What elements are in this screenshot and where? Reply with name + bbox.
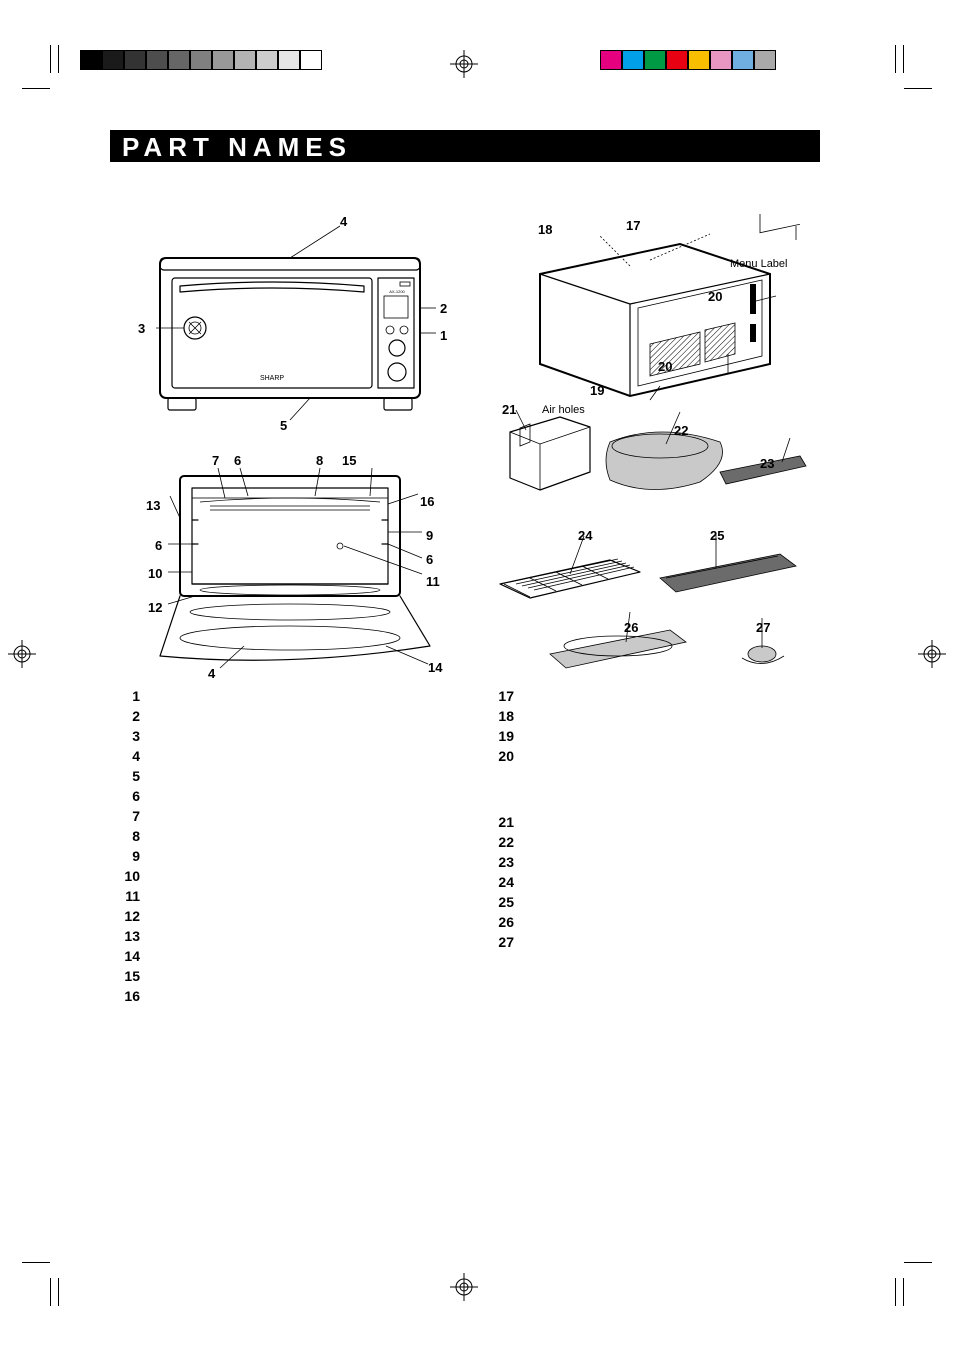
- callout-20a: 20: [708, 289, 722, 304]
- callout-21: 21: [502, 402, 516, 417]
- list-item: 26: [488, 912, 514, 932]
- callout-1: 1: [440, 328, 447, 343]
- callout-16: 16: [420, 494, 434, 509]
- list-item: 13: [114, 926, 140, 946]
- list-item: 24: [488, 872, 514, 892]
- callout-6b: 6: [155, 538, 162, 553]
- list-item: 19: [488, 726, 514, 746]
- list-item: 20: [488, 746, 514, 766]
- registration-mark-icon: [8, 640, 36, 668]
- callout-4b: 4: [208, 666, 215, 681]
- callout-10: 10: [148, 566, 162, 581]
- callout-19: 19: [590, 383, 604, 398]
- list-item: 12: [114, 906, 140, 926]
- list-item: 23: [488, 852, 514, 872]
- callout-17: 17: [626, 218, 640, 233]
- list-item: 21: [488, 812, 514, 832]
- callout-15: 15: [342, 453, 356, 468]
- list-item: 1: [114, 686, 140, 706]
- callout-12: 12: [148, 600, 162, 615]
- list-item: 17: [488, 686, 514, 706]
- callout-6a: 6: [234, 453, 241, 468]
- page-title: PART NAMES: [110, 130, 820, 162]
- list-item: 27: [488, 932, 514, 952]
- callout-13: 13: [146, 498, 160, 513]
- air-holes-label: Air holes: [542, 404, 585, 416]
- callout-26: 26: [624, 620, 638, 635]
- figures-area: SHARP AX-1200 4 2 1 3 5: [110, 178, 820, 698]
- list-item: 5: [114, 766, 140, 786]
- list-item: 2: [114, 706, 140, 726]
- callout-20b: 20: [658, 359, 672, 374]
- callout-4: 4: [340, 214, 347, 229]
- list-item: 10: [114, 866, 140, 886]
- figure-open-view: [140, 446, 450, 676]
- list-item: 25: [488, 892, 514, 912]
- list-item: 4: [114, 746, 140, 766]
- list-item: 15: [114, 966, 140, 986]
- list-item: 14: [114, 946, 140, 966]
- svg-text:AX-1200: AX-1200: [389, 289, 405, 294]
- callout-8: 8: [316, 453, 323, 468]
- figure-rear-view: [500, 214, 800, 404]
- registration-mark-icon: [918, 640, 946, 668]
- callout-27: 27: [756, 620, 770, 635]
- list-item: 8: [114, 826, 140, 846]
- figure-front-view: SHARP AX-1200: [140, 208, 440, 428]
- list-item: 18: [488, 706, 514, 726]
- list-item: 6: [114, 786, 140, 806]
- callout-11: 11: [426, 574, 440, 589]
- figure-trays: [490, 524, 810, 694]
- menu-label-text: Menu Label: [730, 258, 788, 270]
- callout-5: 5: [280, 418, 287, 433]
- callout-3: 3: [138, 321, 145, 336]
- callout-18: 18: [538, 222, 552, 237]
- callout-9: 9: [426, 528, 433, 543]
- registration-mark-icon: [450, 50, 478, 78]
- list-item: 11: [114, 886, 140, 906]
- color-bar-right: [600, 50, 776, 70]
- callout-7: 7: [212, 453, 219, 468]
- callout-14: 14: [428, 660, 442, 675]
- list-item: 16: [114, 986, 140, 1006]
- registration-mark-icon: [450, 1273, 478, 1301]
- callout-23: 23: [760, 456, 774, 471]
- list-item: 3: [114, 726, 140, 746]
- list-item: 22: [488, 832, 514, 852]
- callout-22: 22: [674, 423, 688, 438]
- callout-24: 24: [578, 528, 592, 543]
- callout-25: 25: [710, 528, 724, 543]
- brand-text: SHARP: [260, 375, 284, 382]
- list-item: 9: [114, 846, 140, 866]
- color-bar-left: [80, 50, 322, 70]
- part-number-lists: 12345678910111213141516 17181920 2122232…: [110, 686, 820, 1006]
- callout-6c: 6: [426, 552, 433, 567]
- callout-2: 2: [440, 301, 447, 316]
- list-item: 7: [114, 806, 140, 826]
